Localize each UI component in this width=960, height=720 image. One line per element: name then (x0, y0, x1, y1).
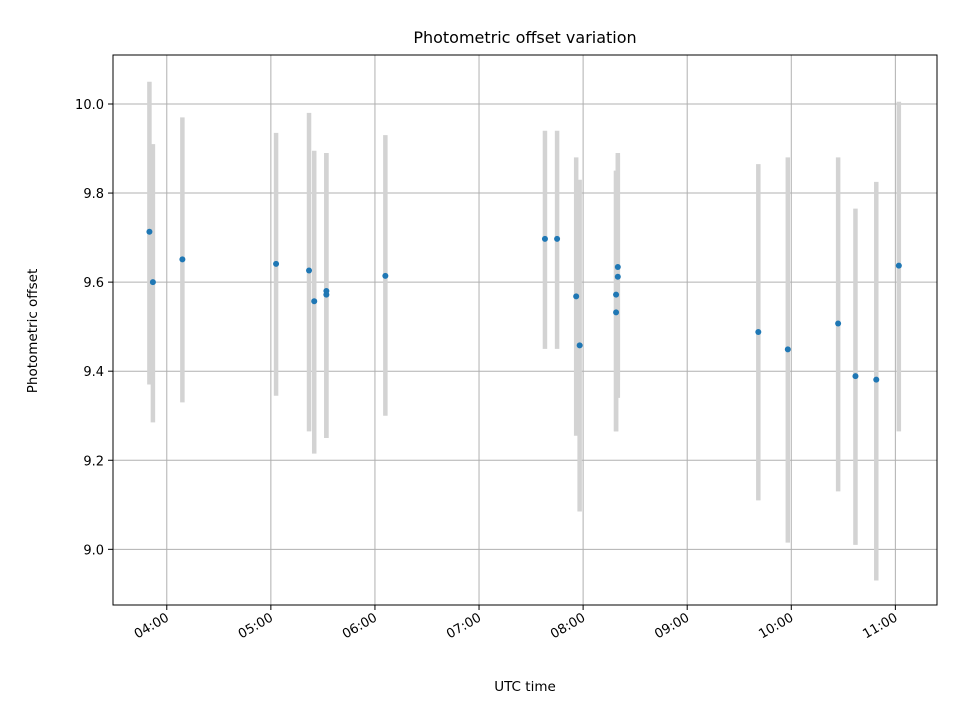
data-point (614, 263, 621, 270)
data-point (613, 309, 620, 316)
data-point (311, 298, 318, 305)
y-tick-label: 9.0 (83, 543, 104, 558)
data-point (873, 376, 880, 383)
data-point (146, 228, 153, 235)
data-point (835, 320, 842, 327)
data-point (614, 273, 621, 280)
data-point (149, 279, 156, 286)
plot-frame (112, 54, 938, 606)
data-point (852, 373, 859, 380)
data-point (576, 342, 583, 349)
y-tick-label: 9.2 (83, 454, 104, 469)
data-point (784, 346, 791, 353)
y-tick-label: 9.4 (83, 365, 104, 380)
data-point (573, 293, 580, 300)
data-point (273, 260, 280, 267)
grid (113, 55, 937, 605)
data-point (323, 291, 330, 298)
y-axis-ticks: 9.0 9.2 9.4 9.6 9.8 10.0 (75, 98, 113, 558)
y-axis-label: Photometric offset (25, 269, 41, 393)
x-axis-label: UTC time (494, 679, 556, 695)
data-point (382, 272, 389, 279)
y-tick-label: 9.8 (83, 187, 104, 202)
data-point (755, 329, 762, 336)
data-points (146, 228, 902, 383)
data-point (895, 262, 902, 269)
data-point (179, 256, 186, 263)
data-point (613, 291, 620, 298)
y-tick-label: 9.6 (83, 276, 104, 291)
data-point (306, 267, 313, 274)
data-point (554, 235, 561, 242)
chart-title: Photometric offset variation (413, 28, 636, 47)
y-tick-label: 10.0 (75, 98, 104, 113)
data-point (541, 235, 548, 242)
